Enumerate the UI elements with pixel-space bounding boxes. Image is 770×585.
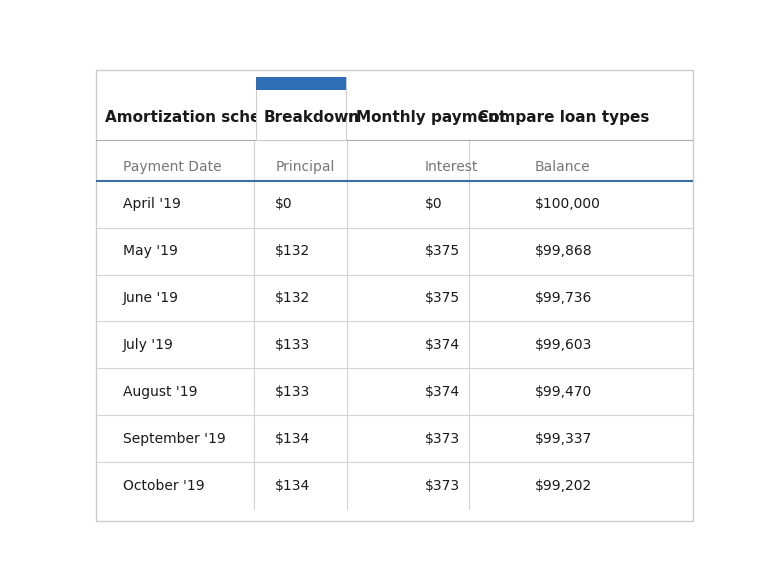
Text: Breakdown: Breakdown [263, 110, 360, 125]
Text: Payment Date: Payment Date [123, 160, 222, 174]
Text: Principal: Principal [276, 160, 335, 174]
Text: $0: $0 [276, 197, 293, 211]
Text: $99,470: $99,470 [535, 385, 592, 399]
Text: $0: $0 [424, 197, 442, 211]
Text: $99,337: $99,337 [535, 432, 592, 446]
Text: April '19: April '19 [123, 197, 181, 211]
Text: Monthly payment: Monthly payment [356, 110, 506, 125]
Text: Balance: Balance [535, 160, 591, 174]
Text: $374: $374 [424, 385, 460, 399]
Text: September '19: September '19 [123, 432, 226, 446]
Text: $133: $133 [276, 338, 310, 352]
Text: $373: $373 [424, 432, 460, 446]
Text: May '19: May '19 [123, 244, 178, 258]
Text: $134: $134 [276, 432, 310, 446]
Text: $99,868: $99,868 [535, 244, 592, 258]
Text: $132: $132 [276, 244, 310, 258]
Text: June '19: June '19 [123, 291, 179, 305]
Text: $133: $133 [276, 385, 310, 399]
Text: $134: $134 [276, 479, 310, 493]
Text: August '19: August '19 [123, 385, 198, 399]
Text: Interest: Interest [424, 160, 478, 174]
Text: Breakdown: Breakdown [263, 110, 360, 125]
Text: $375: $375 [424, 244, 460, 258]
Text: Compare loan types: Compare loan types [478, 110, 650, 125]
Text: October '19: October '19 [123, 479, 205, 493]
Text: $373: $373 [424, 479, 460, 493]
Text: $100,000: $100,000 [535, 197, 601, 211]
Text: $375: $375 [424, 291, 460, 305]
Bar [256, 77, 346, 140]
Text: $99,603: $99,603 [535, 338, 592, 352]
Text: Amortization schedule: Amortization schedule [105, 110, 298, 125]
Text: $132: $132 [276, 291, 310, 305]
Text: July '19: July '19 [123, 338, 174, 352]
Bar [256, 77, 346, 91]
Text: $99,736: $99,736 [535, 291, 592, 305]
Text: $374: $374 [424, 338, 460, 352]
Text: $99,202: $99,202 [535, 479, 592, 493]
